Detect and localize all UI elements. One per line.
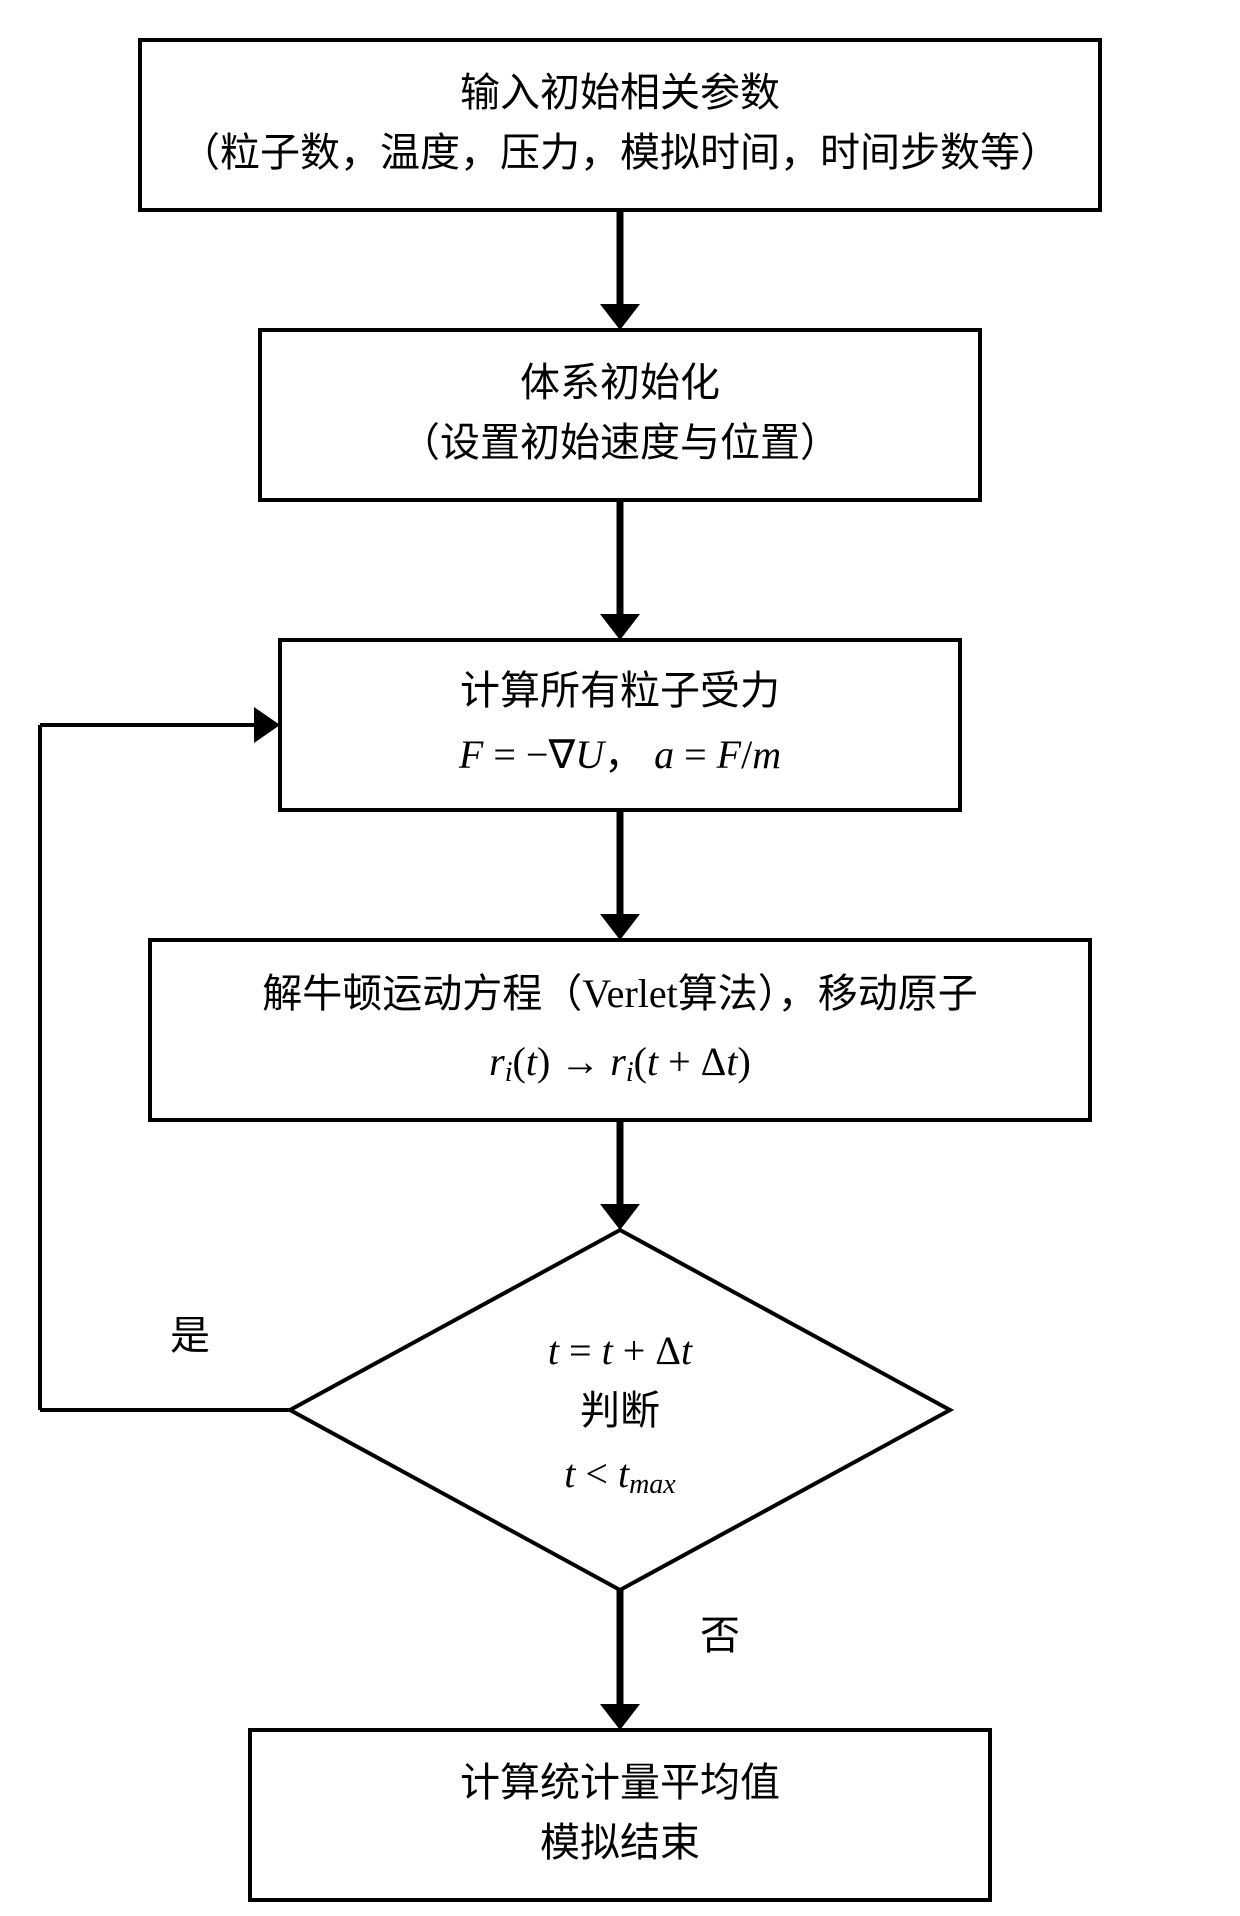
svg-text:ri(t) → ri(t + Δt): ri(t) → ri(t + Δt)	[489, 1039, 751, 1088]
svg-text:t = t + Δt: t = t + Δt	[548, 1328, 693, 1373]
svg-text:F = −∇U， a = F/m: F = −∇U， a = F/m	[458, 732, 781, 777]
svg-text:是: 是	[170, 1313, 210, 1358]
svg-text:计算统计量平均值: 计算统计量平均值	[460, 1760, 780, 1805]
svg-text:计算所有粒子受力: 计算所有粒子受力	[460, 668, 780, 713]
svg-text:否: 否	[700, 1613, 740, 1658]
svg-text:（粒子数，温度，压力，模拟时间，时间步数等）: （粒子数，温度，压力，模拟时间，时间步数等）	[180, 130, 1060, 175]
svg-text:模拟结束: 模拟结束	[540, 1820, 700, 1865]
svg-text:（设置初始速度与位置）: （设置初始速度与位置）	[400, 420, 840, 465]
svg-text:输入初始相关参数: 输入初始相关参数	[460, 70, 780, 115]
flowchart: 输入初始相关参数 （粒子数，温度，压力，模拟时间，时间步数等） 体系初始化 （设置初始…	[0, 0, 1240, 1916]
svg-text:解牛顿运动方程（Verlet算法），移动原子: 解牛顿运动方程（Verlet算法），移动原子	[262, 971, 978, 1016]
svg-text:体系初始化: 体系初始化	[520, 360, 720, 405]
svg-text:判断: 判断	[580, 1388, 660, 1433]
